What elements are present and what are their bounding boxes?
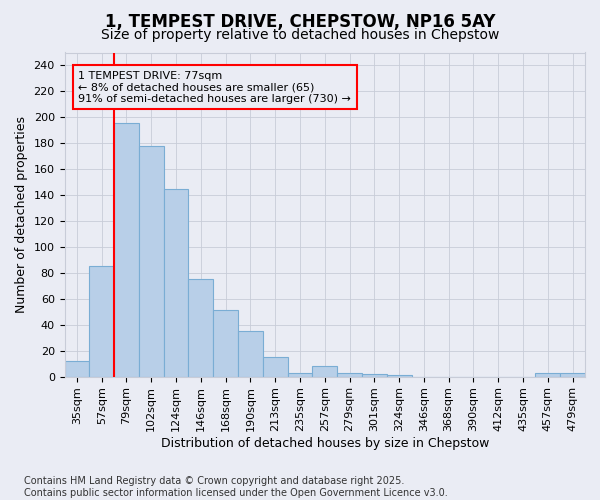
X-axis label: Distribution of detached houses by size in Chepstow: Distribution of detached houses by size … bbox=[161, 437, 489, 450]
Bar bbox=[337, 372, 362, 376]
Text: Size of property relative to detached houses in Chepstow: Size of property relative to detached ho… bbox=[101, 28, 499, 42]
Bar bbox=[535, 372, 560, 376]
Bar bbox=[313, 366, 337, 376]
Text: Contains HM Land Registry data © Crown copyright and database right 2025.
Contai: Contains HM Land Registry data © Crown c… bbox=[24, 476, 448, 498]
Y-axis label: Number of detached properties: Number of detached properties bbox=[15, 116, 28, 313]
Bar bbox=[560, 372, 585, 376]
Text: 1 TEMPEST DRIVE: 77sqm
← 8% of detached houses are smaller (65)
91% of semi-deta: 1 TEMPEST DRIVE: 77sqm ← 8% of detached … bbox=[78, 70, 351, 104]
Bar bbox=[362, 374, 387, 376]
Bar bbox=[89, 266, 114, 376]
Bar bbox=[139, 146, 164, 376]
Bar bbox=[238, 331, 263, 376]
Bar bbox=[213, 310, 238, 376]
Bar bbox=[65, 361, 89, 376]
Bar bbox=[287, 372, 313, 376]
Bar bbox=[114, 122, 139, 376]
Bar bbox=[188, 280, 213, 376]
Text: 1, TEMPEST DRIVE, CHEPSTOW, NP16 5AY: 1, TEMPEST DRIVE, CHEPSTOW, NP16 5AY bbox=[105, 12, 495, 30]
Bar bbox=[263, 357, 287, 376]
Bar bbox=[164, 188, 188, 376]
